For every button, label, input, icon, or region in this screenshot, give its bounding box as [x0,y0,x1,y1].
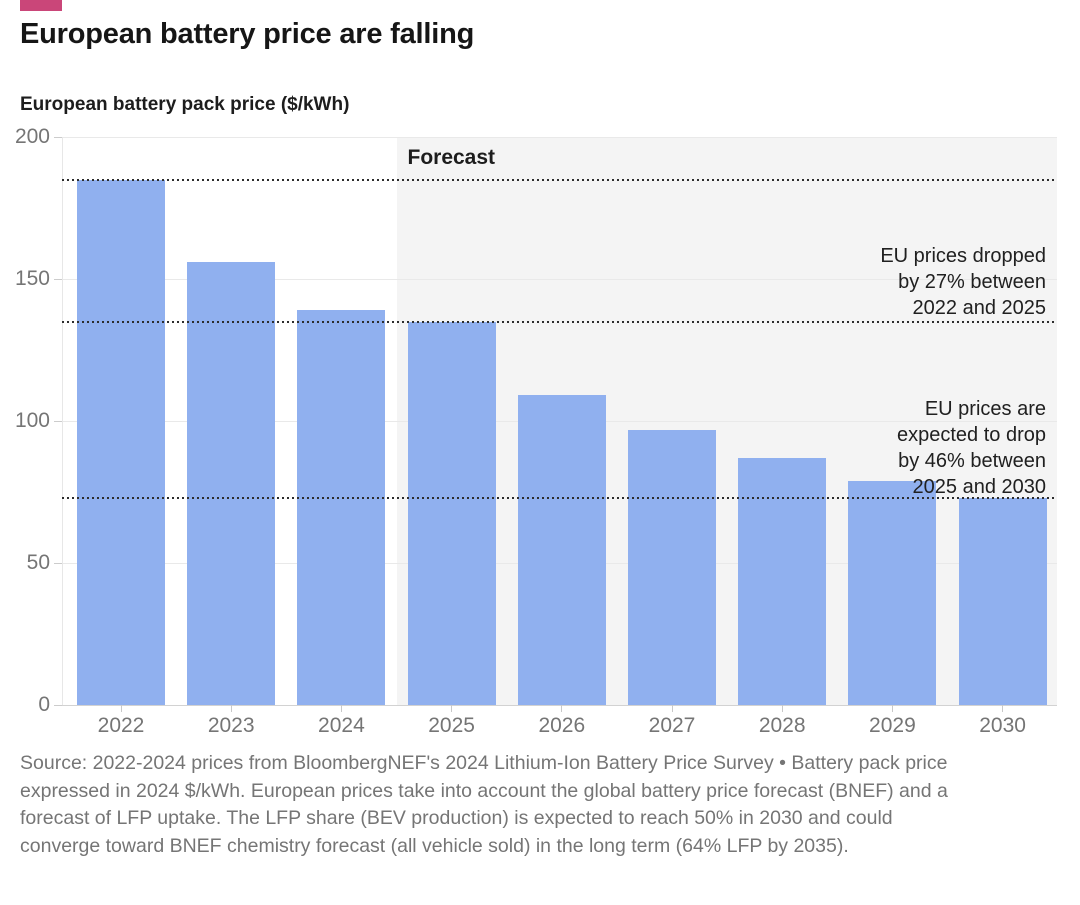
x-axis-label-2028: 2028 [758,714,806,737]
x-axis-label-2027: 2027 [648,714,696,737]
source-note: Source: 2022-2024 prices from BloombergN… [20,752,948,857]
y-tick-150 [54,279,62,280]
y-axis-label-50: 50 [26,551,50,574]
y-tick-100 [54,421,62,422]
y-axis-line [62,137,63,705]
annotation-line: expected to drop [897,424,1046,446]
x-tick-2025 [451,705,453,712]
annotation-line: EU prices dropped [880,245,1046,267]
gridline-0 [62,705,1057,706]
x-tick-2029 [891,705,893,712]
reference-line-135 [62,320,1057,323]
bar-2029 [848,480,937,705]
bar-2027 [628,429,716,705]
forecast-label: Forecast [407,146,496,169]
annotation-forecast-drop-2025-2030: EU prices are expected to drop by 46% betw… [897,396,1046,500]
x-axis-label-2024: 2024 [318,714,365,737]
x-tick-2023 [230,705,232,712]
annotation-line: 2022 and 2025 [912,297,1046,319]
y-tick-200 [54,137,62,138]
bar-2023 [187,261,276,705]
x-axis-label-2029: 2029 [869,714,916,737]
x-tick-2022 [120,705,122,712]
y-axis-label-150: 150 [14,267,50,290]
x-tick-2024 [340,705,342,712]
x-axis-label-2025: 2025 [428,714,475,737]
x-tick-2028 [781,705,783,712]
accent-bar [20,0,62,11]
x-tick-2027 [671,705,673,712]
x-axis-label-2022: 2022 [97,714,145,737]
gridline-200 [62,137,1057,138]
y-tick-0 [54,705,62,706]
chart-subtitle: European battery pack price ($/kWh) [20,94,350,115]
x-tick-2026 [561,705,563,712]
gridline-150 [62,279,1057,280]
bar-2025 [407,321,496,705]
y-axis-label-0: 0 [38,693,50,716]
annotation-line: by 46% between [898,450,1046,472]
bar-2028 [738,457,827,705]
y-tick-50 [54,563,62,564]
x-axis-label-2023: 2023 [207,714,255,737]
annotation-line: by 27% between [898,271,1046,293]
y-axis-label-200: 200 [14,125,50,148]
x-axis-label-2030: 2030 [979,714,1026,737]
x-tick-2030 [1002,705,1004,712]
bar-2026 [517,395,606,705]
bar-2024 [297,310,386,705]
page-title: European battery price are falling [20,18,475,50]
annotation-line: EU prices are [924,398,1046,420]
annotation-drop-2022-2025: EU prices dropped by 27% between 2022 and … [880,243,1046,321]
x-axis-label-2026: 2026 [538,714,586,737]
y-axis-label-100: 100 [14,409,50,432]
bar-2022 [77,179,165,705]
bar-2030 [958,497,1047,705]
annotation-line: 2025 and 2030 [912,476,1046,498]
reference-line-185 [62,178,1057,181]
reference-line-73 [62,496,1057,499]
